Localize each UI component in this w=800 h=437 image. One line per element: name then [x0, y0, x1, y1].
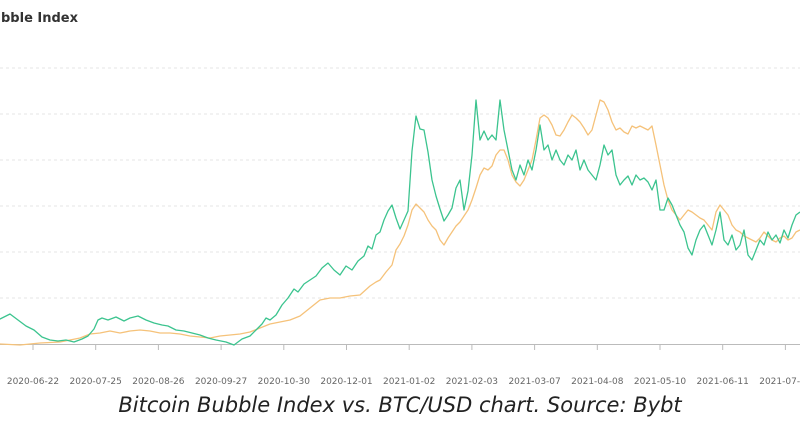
- x-tick-label: 2020-08-26: [132, 377, 185, 387]
- x-tick-label: 2020-12-01: [320, 377, 372, 387]
- x-tick-label: 2020-07-25: [70, 377, 122, 387]
- x-tick-label: 2021-02-03: [446, 377, 498, 387]
- x-tick-label: 2021-01-02: [383, 377, 435, 387]
- figure-caption: Bitcoin Bubble Index vs. BTC/USD chart. …: [118, 393, 682, 417]
- x-tick-label: 2020-09-27: [195, 377, 247, 387]
- x-tick-label: 2021-05-10: [634, 377, 687, 387]
- x-tick-label: 2021-07-13: [759, 377, 800, 387]
- x-tick-label: 2020-10-30: [258, 377, 311, 387]
- chart-title: …bble Index: [0, 11, 79, 26]
- series-line-green: [0, 99, 800, 346]
- series-line-orange: [0, 99, 800, 346]
- x-tick-label: 2021-06-11: [697, 377, 749, 387]
- x-tick-label: 2021-04-08: [571, 377, 624, 387]
- x-tick-label: 2021-03-07: [508, 377, 560, 387]
- x-tick-label: 2020-06-22: [7, 377, 59, 387]
